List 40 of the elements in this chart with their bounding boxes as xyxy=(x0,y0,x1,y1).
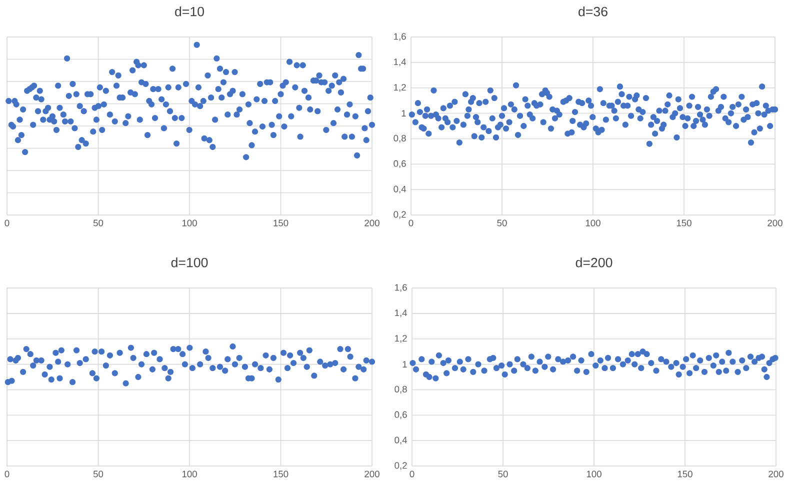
x-tick-label: 100 xyxy=(586,470,602,478)
y-tick-label: 1 xyxy=(402,110,406,116)
y-tick-label: 0,8 xyxy=(394,134,406,143)
y-tick-label: 1 xyxy=(402,361,407,368)
y-tick-label: 1,6 xyxy=(395,284,407,292)
x-tick-label: 200 xyxy=(768,470,784,478)
y-tick-label: 1,6 xyxy=(394,33,406,41)
chart-title: d=10 xyxy=(175,6,204,16)
x-tick-label: 100 xyxy=(586,220,600,226)
y-tick-label: 1,4 xyxy=(395,310,408,318)
x-tick-label: 150 xyxy=(678,470,692,478)
x-tick-label: 0 xyxy=(410,470,414,478)
chart-title: d=200 xyxy=(576,258,612,268)
y-tick-label: 0,6 xyxy=(394,160,406,168)
x-tick-label: 50 xyxy=(93,470,104,478)
y-tick-label: 0,2 xyxy=(394,462,407,470)
x-tick-label: 200 xyxy=(364,470,380,478)
x-tick-label: 150 xyxy=(676,220,692,226)
y-tick-label: 0,4 xyxy=(394,186,406,194)
x-tick-label: 0 xyxy=(4,220,10,226)
y-tick-label: 0,6 xyxy=(394,411,407,419)
y-tick-label: 0,4 xyxy=(394,436,408,444)
y-tick-label: 1,4 xyxy=(394,58,406,66)
x-tick-label: 200 xyxy=(768,220,782,226)
chart-title: d=100 xyxy=(171,258,208,268)
y-tick-label: 0,8 xyxy=(394,386,407,394)
y-tick-label: 1,2 xyxy=(395,335,407,343)
x-tick-label: 0 xyxy=(4,470,10,478)
x-tick-label: 150 xyxy=(274,220,288,226)
x-tick-label: 50 xyxy=(497,220,507,226)
y-tick-label: 1,2 xyxy=(394,84,406,92)
x-tick-label: 50 xyxy=(498,470,508,478)
x-tick-label: 0 xyxy=(408,220,414,226)
x-tick-label: 50 xyxy=(93,220,104,226)
chart-title: d=36 xyxy=(578,6,608,16)
x-tick-label: 100 xyxy=(182,470,197,478)
x-tick-label: 100 xyxy=(182,220,197,226)
x-tick-label: 150 xyxy=(274,470,288,478)
x-tick-label: 200 xyxy=(364,220,380,226)
y-tick-label: 0,2 xyxy=(394,211,406,219)
